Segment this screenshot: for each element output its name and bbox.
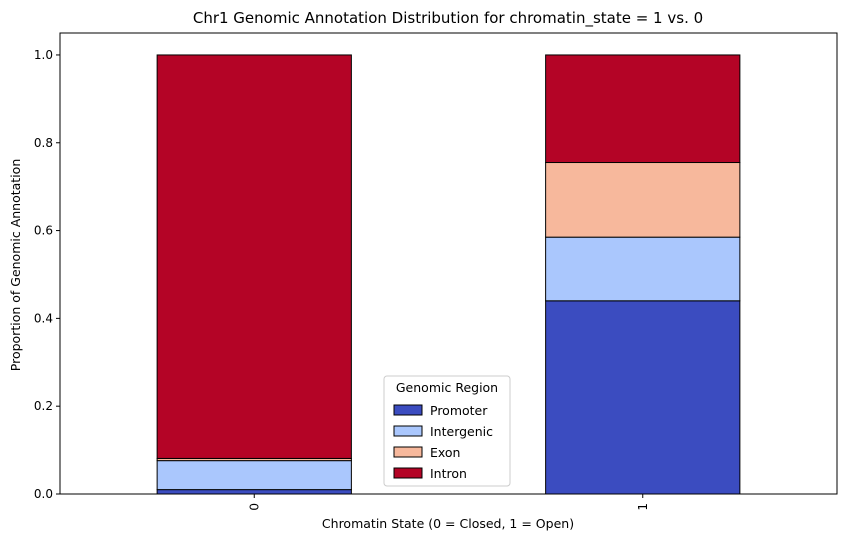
legend-box bbox=[383, 375, 511, 487]
legend: Genomic Region Promoter Intergenic Exon Intr… bbox=[383, 375, 511, 487]
legend-swatch-intron bbox=[393, 467, 423, 479]
legend-title: Genomic Region bbox=[396, 380, 498, 395]
y-tick-label: 1.0 bbox=[34, 48, 53, 62]
y-axis-label: Proportion of Genomic Annotation bbox=[8, 159, 23, 371]
bar-segment-intron-1 bbox=[545, 54, 741, 164]
y-tick-label: 0.0 bbox=[34, 487, 53, 501]
legend-label-promoter: Promoter bbox=[430, 403, 488, 418]
plot-frame bbox=[59, 32, 838, 495]
chart-title: Chr1 Genomic Annotation Distribution for… bbox=[193, 9, 703, 28]
legend-swatch-intergenic bbox=[393, 425, 423, 437]
bar-segment-promoter-1 bbox=[545, 300, 741, 495]
x-axis-label: Chromatin State (0 = Closed, 1 = Open) bbox=[322, 516, 574, 531]
bar-segment-exon-1 bbox=[545, 162, 741, 238]
legend-swatch-exon bbox=[393, 446, 423, 458]
legend-swatch-promoter bbox=[393, 404, 423, 416]
bar-segment-promoter-0 bbox=[156, 489, 352, 495]
y-tick-label: 0.6 bbox=[34, 224, 53, 238]
bar-segment-intergenic-1 bbox=[545, 236, 741, 302]
bar-segment-intergenic-0 bbox=[156, 460, 352, 491]
plot-area: 0 1 0.0 0.2 0.4 0.6 0.8 1.0 bbox=[34, 32, 838, 511]
bar-segment-intron-0 bbox=[156, 54, 352, 459]
y-tick-label: 0.2 bbox=[34, 399, 53, 413]
legend-label-intron: Intron bbox=[430, 466, 467, 481]
legend-label-intergenic: Intergenic bbox=[430, 424, 493, 439]
x-tick-label: 1 bbox=[636, 503, 650, 511]
y-tick-label: 0.8 bbox=[34, 136, 53, 150]
legend-label-exon: Exon bbox=[430, 445, 460, 460]
y-tick-label: 0.4 bbox=[34, 311, 53, 325]
x-tick-label: 0 bbox=[247, 503, 261, 511]
